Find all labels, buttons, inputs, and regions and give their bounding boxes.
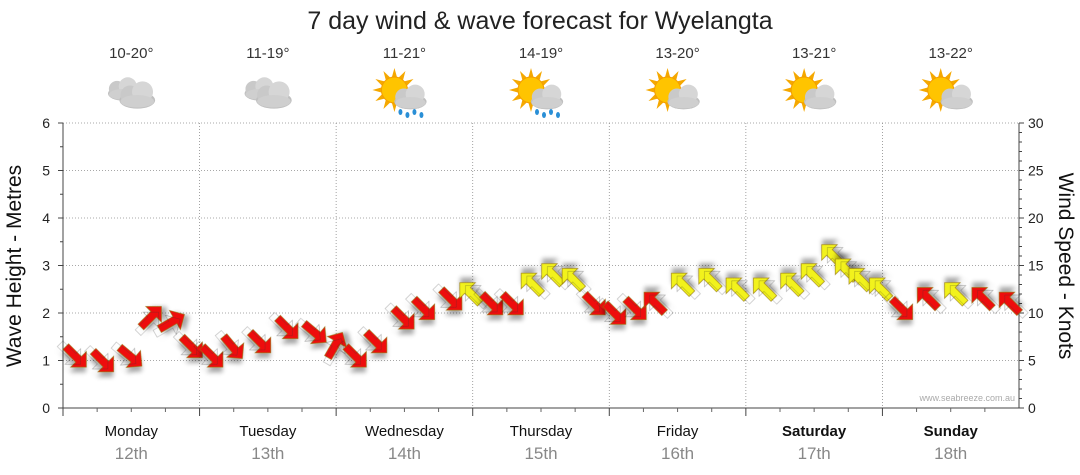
wind-arrow (84, 345, 115, 373)
cloud-shape (803, 84, 837, 110)
wind-arrow (322, 331, 348, 367)
wind-arrow (110, 341, 143, 368)
wind-arrow (214, 330, 245, 359)
wind-arrow (998, 291, 1029, 319)
partly-cloudy-icon (918, 68, 973, 112)
temperature-range: 10-20° (109, 45, 153, 62)
right-tick-label: 5 (1028, 353, 1036, 369)
right-tick-label: 30 (1028, 115, 1044, 131)
cloud-shape (394, 84, 427, 110)
wind-arrow (780, 272, 811, 300)
wind-arrow (268, 312, 299, 340)
temperature-range: 11-21° (383, 45, 426, 62)
bottom-axis: Monday 12th Tuesday 13th Wednesday 14th Thursd… (62, 408, 986, 463)
day-label: Wednesday (365, 423, 444, 440)
wind-arrow (883, 293, 914, 321)
wind-arrow (725, 277, 756, 305)
wind-arrow (432, 283, 463, 311)
date-label: 12th (115, 444, 148, 463)
left-tick-label: 5 (42, 163, 50, 179)
wind-arrow (56, 340, 87, 368)
date-label: 13th (251, 444, 284, 463)
left-axis: 0 1 2 3 4 5 6 (42, 115, 63, 416)
wind-arrow (295, 317, 327, 345)
grid (63, 122, 1019, 408)
cloud-shape (940, 84, 973, 110)
chart-title: 7 day wind & wave forecast for Wyelangta (307, 7, 772, 35)
temperature-range: 13-21° (792, 45, 836, 62)
wind-arrow (561, 268, 592, 296)
wind-arrow (520, 272, 551, 300)
day-label: Sunday (924, 423, 979, 440)
watermark: www.seabreeze.com.au (918, 393, 1015, 403)
cloud-shape (530, 84, 564, 110)
wind-arrow (698, 268, 729, 296)
temperature-range: 13-20° (655, 45, 699, 62)
temperature-range: 14-19° (519, 45, 563, 62)
cloudy-icon (244, 77, 292, 109)
wind-arrow (357, 326, 388, 354)
wind-arrow (172, 331, 203, 359)
right-axis: 0 5 10 15 20 25 30 (1019, 115, 1044, 416)
left-tick-label: 3 (42, 258, 50, 274)
day-label: Thursday (510, 423, 573, 440)
right-tick-label: 25 (1028, 163, 1044, 179)
y-axis-left-title: Wave Height - Metres (3, 165, 26, 367)
partly-cloudy-icon (645, 68, 700, 112)
temperature-range: 13-22° (929, 45, 973, 62)
wind-arrow (971, 287, 1002, 315)
day-label: Tuesday (239, 423, 296, 440)
wind-arrow (575, 288, 606, 316)
left-tick-label: 6 (42, 115, 50, 131)
right-tick-label: 10 (1028, 305, 1044, 321)
wind-arrow (596, 297, 627, 325)
date-label: 14th (388, 444, 421, 463)
cloud-shape (667, 84, 700, 110)
wind-arrow (643, 291, 674, 319)
date-label: 16th (661, 444, 694, 463)
date-label: 17th (798, 444, 831, 463)
partly-cloudy-showers-icon (372, 68, 427, 118)
cloud-shape (119, 81, 156, 109)
day-label: Friday (657, 423, 699, 440)
right-tick-label: 0 (1028, 400, 1036, 416)
left-tick-label: 0 (42, 400, 50, 416)
partly-cloudy-icon (782, 68, 837, 112)
left-tick-label: 4 (42, 210, 50, 226)
wind-arrow (193, 340, 224, 368)
wind-arrow (241, 326, 272, 354)
right-tick-label: 15 (1028, 258, 1044, 274)
wind-arrow (916, 287, 947, 315)
cloud-shape (256, 81, 292, 109)
weather-icons: 10-20° 11-19° 11-21° 14-19° 13-20° 13-21° 13-2… (107, 45, 973, 118)
left-tick-label: 2 (42, 305, 50, 321)
cloudy-icon (107, 77, 156, 109)
wind-arrow (473, 288, 504, 316)
wind-series (56, 244, 1029, 373)
wind-arrow (752, 277, 783, 305)
wind-arrow (944, 282, 975, 310)
date-label: 18th (934, 444, 967, 463)
day-label: Saturday (782, 423, 847, 440)
wind-arrow (670, 272, 701, 300)
wind-arrow (616, 293, 647, 321)
wind-arrow (152, 309, 185, 338)
wind-arrow (384, 302, 415, 330)
y-axis-right-title: Wind Speed - Knots (1054, 173, 1077, 360)
day-label: Monday (105, 423, 159, 440)
wind-arrow (134, 306, 162, 336)
left-tick-label: 1 (42, 353, 50, 369)
wind-arrow (405, 293, 436, 321)
wind-arrow (800, 263, 831, 291)
partly-cloudy-showers-icon (509, 68, 564, 118)
wind-arrow (493, 288, 524, 316)
right-tick-label: 20 (1028, 210, 1044, 226)
wind-arrow (336, 340, 367, 368)
date-label: 15th (524, 444, 557, 463)
temperature-range: 11-19° (246, 45, 289, 62)
